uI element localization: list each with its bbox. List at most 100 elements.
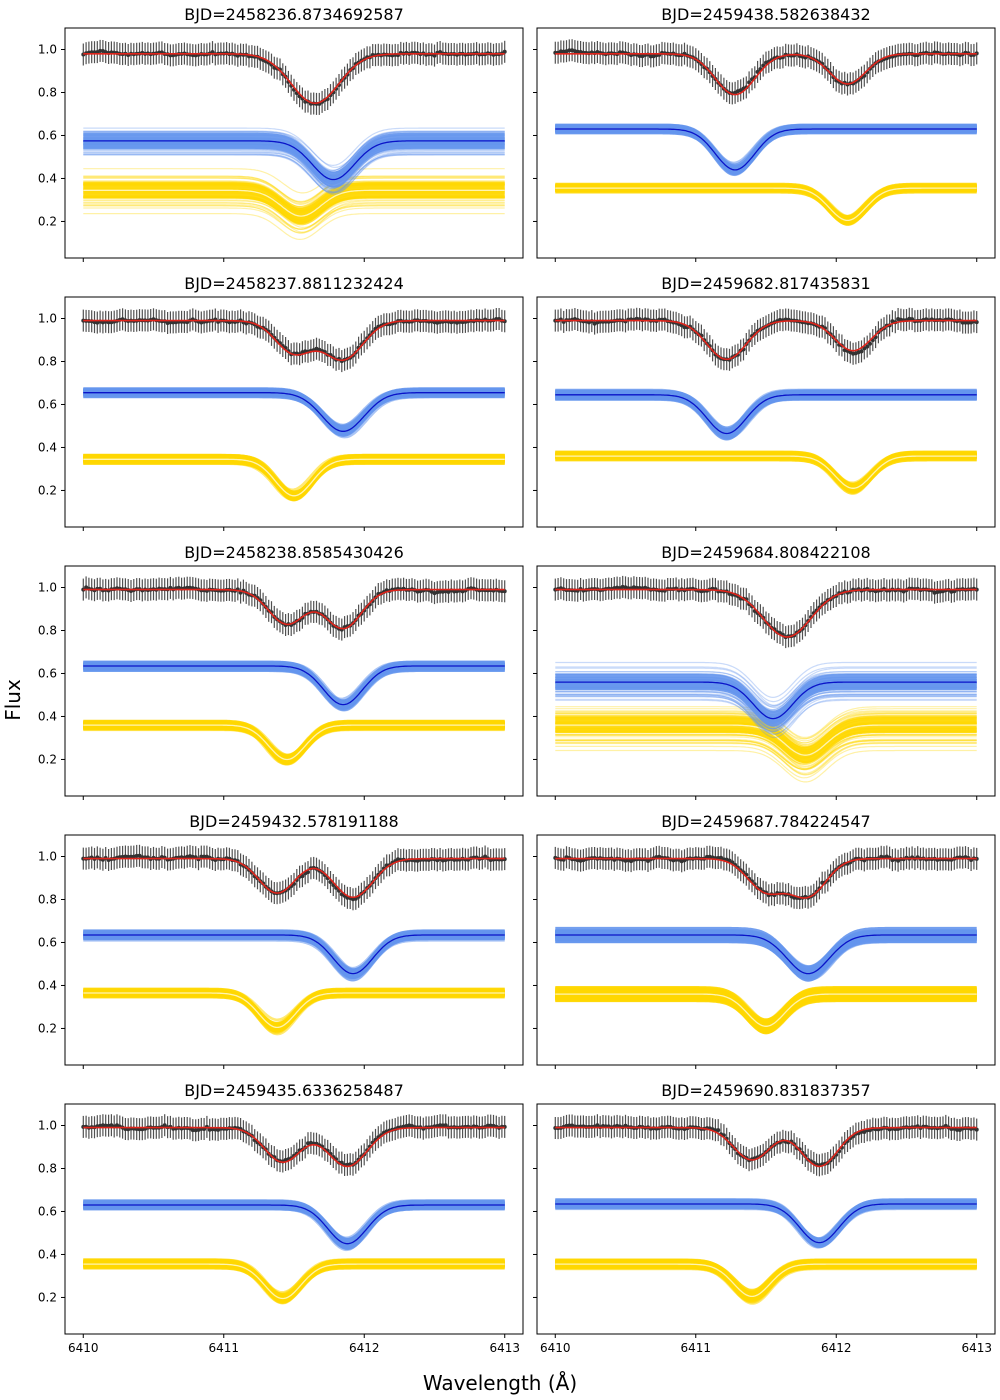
panel-title: BJD=2459435.6336258487: [184, 1081, 404, 1100]
total-model-line: [83, 1126, 505, 1168]
primary-sample-line: [83, 939, 505, 982]
axes-frame: [536, 834, 996, 1066]
primary-sample-line: [555, 1204, 977, 1247]
primary-sample-line: [555, 694, 977, 733]
primary-sample-line: [555, 691, 977, 730]
primary-band-core: [555, 926, 977, 982]
data-point: [648, 54, 653, 59]
primary-sample-line: [555, 1204, 977, 1248]
primary-sample-line: [83, 936, 505, 979]
primary-sample-line: [83, 936, 505, 977]
y-tick-label: 0.4: [38, 978, 57, 992]
primary-sample-line: [555, 1206, 977, 1249]
secondary-sample-line: [555, 749, 977, 783]
secondary-sample-line: [83, 205, 505, 234]
secondary-sample-line: [83, 175, 505, 203]
primary-sample-line: [83, 395, 505, 439]
primary-sample-line: [83, 1206, 505, 1247]
secondary-samples: [83, 719, 505, 766]
y-tick-label: 0.2: [38, 214, 57, 228]
primary-sample-line: [83, 669, 505, 712]
axes-frame: [536, 1103, 996, 1335]
primary-mean-line: [83, 1204, 505, 1245]
secondary-samples: [83, 168, 505, 241]
secondary-sample-line: [83, 207, 505, 234]
x-tick-label: 6410: [540, 1341, 571, 1355]
data-point: [443, 1123, 448, 1128]
primary-sample-line: [83, 935, 505, 976]
secondary-sample-line: [555, 734, 977, 770]
secondary-mean-line: [555, 187, 977, 222]
primary-sample-line: [83, 934, 505, 978]
data-point: [185, 585, 190, 590]
y-tick-label: 0.4: [38, 440, 57, 454]
secondary-band-core: [83, 453, 505, 502]
axes-frame: [64, 565, 524, 797]
data-point: [575, 49, 580, 54]
y-tick-label: 1.0: [38, 1118, 57, 1132]
x-tick-label: 6411: [680, 1341, 711, 1355]
y-tick-label: 1.0: [38, 42, 57, 56]
primary-sample-line: [555, 699, 977, 736]
secondary-band-core: [83, 987, 505, 1033]
data-point: [865, 344, 870, 349]
primary-sample-line: [83, 937, 505, 977]
data-point: [438, 589, 443, 594]
total-model-line: [555, 1126, 977, 1168]
panel-title: BJD=2459432.578191188: [189, 812, 398, 831]
secondary-sample-line: [555, 189, 977, 226]
y-tick-label: 0.2: [38, 1021, 57, 1035]
data-point: [974, 1127, 979, 1132]
primary-samples: [555, 926, 977, 982]
primary-sample-line: [555, 695, 977, 732]
data-point: [306, 870, 310, 875]
primary-sample-line: [555, 695, 977, 732]
secondary-sample-line: [83, 175, 505, 205]
total-model-line: [555, 588, 977, 638]
secondary-sample-line: [555, 187, 977, 223]
primary-sample-line: [83, 1205, 505, 1250]
secondary-mean-line: [83, 189, 505, 217]
primary-sample-line: [83, 1205, 505, 1249]
data-point: [634, 316, 639, 321]
total-model-line: [555, 857, 977, 899]
primary-mean-line: [555, 394, 977, 435]
secondary-sample-line: [555, 187, 977, 225]
primary-sample-line: [83, 1205, 505, 1248]
panel-title: BJD=2459684.808422108: [661, 543, 870, 562]
total-model-line: [83, 588, 505, 630]
primary-sample-line: [83, 1205, 505, 1247]
data-point: [716, 1128, 721, 1133]
secondary-sample-line: [555, 740, 977, 770]
plot-area: [81, 576, 507, 766]
primary-sample-line: [555, 698, 977, 739]
observed-spectrum: [553, 845, 979, 910]
y-axis-label: Flux: [1, 679, 25, 721]
plot-area: [553, 845, 979, 1035]
observed-spectrum: [553, 575, 979, 649]
primary-sample-line: [555, 1204, 977, 1247]
primary-sample-line: [555, 1205, 977, 1246]
y-tick-label: 1.0: [38, 580, 57, 594]
secondary-mean-line: [83, 458, 505, 497]
secondary-sample-line: [555, 455, 977, 492]
secondary-mean-line: [83, 724, 505, 761]
x-tick-label: 6412: [821, 1341, 852, 1355]
primary-mean-line: [555, 681, 977, 720]
observed-spectrum: [81, 844, 507, 911]
secondary-samples: [83, 453, 505, 502]
primary-sample-line: [555, 693, 977, 733]
data-point: [485, 1123, 490, 1128]
secondary-samples: [83, 1258, 505, 1305]
panel-title: BJD=2458236.8734692587: [184, 5, 404, 24]
primary-sample-line: [555, 1205, 977, 1246]
secondary-sample-line: [555, 188, 977, 223]
data-point: [129, 854, 133, 859]
primary-sample-line: [83, 131, 505, 172]
primary-sample-line: [555, 1206, 977, 1249]
primary-sample-line: [83, 667, 505, 708]
primary-sample-line: [555, 691, 977, 730]
secondary-sample-line: [555, 455, 977, 489]
total-model-line: [83, 53, 505, 105]
primary-sample-line: [83, 1207, 505, 1249]
